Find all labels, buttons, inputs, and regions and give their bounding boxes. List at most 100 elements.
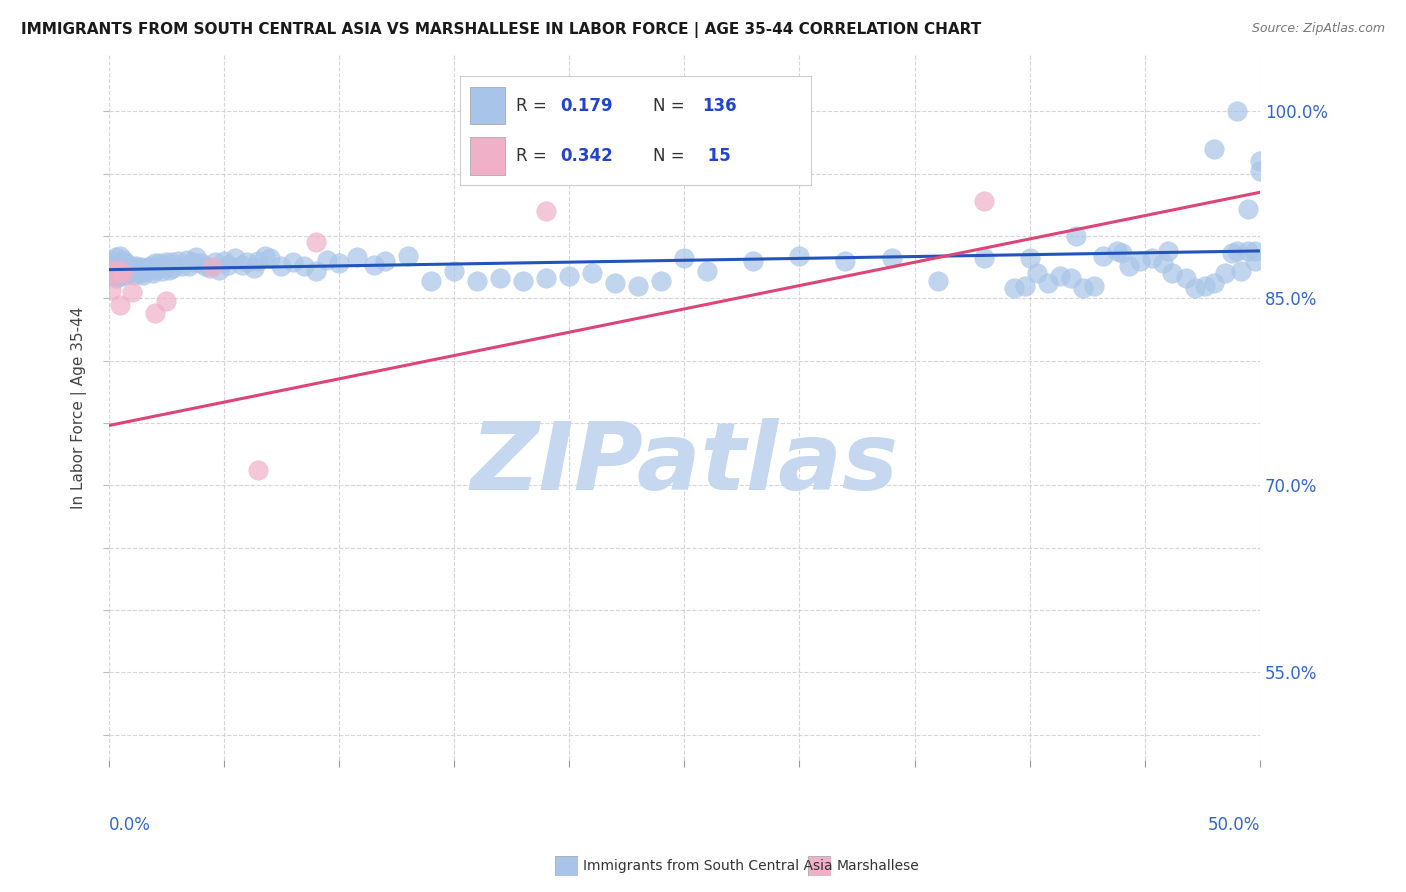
Point <box>121 285 143 299</box>
Point <box>1175 271 1198 285</box>
Point <box>1018 252 1040 266</box>
Point <box>155 293 177 308</box>
Point <box>512 274 534 288</box>
Point <box>166 253 188 268</box>
Point <box>107 270 129 285</box>
Point <box>1140 252 1163 266</box>
Point <box>1049 268 1071 283</box>
Point <box>160 255 183 269</box>
Point <box>534 271 557 285</box>
Point <box>973 252 995 266</box>
Y-axis label: In Labor Force | Age 35-44: In Labor Force | Age 35-44 <box>72 306 87 508</box>
Point <box>1083 278 1105 293</box>
Point <box>115 258 138 272</box>
Point <box>281 255 304 269</box>
Point <box>118 266 141 280</box>
Point <box>1014 278 1036 293</box>
Point <box>148 256 170 270</box>
FancyBboxPatch shape <box>555 856 578 876</box>
Point <box>673 252 696 266</box>
Point <box>1215 266 1237 280</box>
Point <box>135 264 157 278</box>
Point <box>132 268 155 282</box>
Point <box>183 255 205 269</box>
Point <box>143 256 166 270</box>
Point <box>212 253 235 268</box>
Point <box>1184 281 1206 295</box>
Point <box>1226 244 1249 258</box>
Point <box>1226 104 1249 119</box>
Point <box>270 259 292 273</box>
Point <box>129 266 152 280</box>
Point <box>128 262 150 277</box>
Point <box>328 256 350 270</box>
Point <box>194 259 217 273</box>
Point <box>143 262 166 277</box>
Point <box>627 278 650 293</box>
Point <box>122 261 145 276</box>
Point <box>443 264 465 278</box>
Point <box>1111 246 1133 260</box>
Point <box>103 256 125 270</box>
Point <box>100 264 122 278</box>
Point <box>1107 244 1129 258</box>
Point <box>1060 271 1083 285</box>
Point <box>1025 266 1047 280</box>
FancyBboxPatch shape <box>808 856 831 876</box>
Point <box>1194 278 1216 293</box>
Point <box>465 274 488 288</box>
Point <box>581 266 603 280</box>
Point <box>150 264 173 278</box>
Point <box>1157 244 1180 258</box>
Point <box>100 266 122 280</box>
Point <box>534 204 557 219</box>
Point <box>420 790 443 805</box>
Point <box>834 253 856 268</box>
Point <box>742 253 765 268</box>
Point <box>294 259 316 273</box>
Point <box>104 265 127 279</box>
Point <box>172 259 194 273</box>
Point <box>973 194 995 208</box>
Point <box>236 255 259 269</box>
Point <box>139 259 162 273</box>
Point <box>111 259 134 273</box>
Point <box>208 262 231 277</box>
Point <box>104 250 127 264</box>
Point <box>110 297 132 311</box>
Point <box>104 259 127 273</box>
Point <box>1161 266 1184 280</box>
Point <box>374 253 396 268</box>
Point <box>176 252 198 267</box>
Point <box>1237 202 1260 216</box>
Point <box>605 277 627 291</box>
Point <box>396 249 419 263</box>
Point <box>122 268 145 282</box>
Point <box>100 283 122 297</box>
Point <box>107 262 129 277</box>
Point <box>927 274 949 288</box>
Point <box>1129 253 1152 268</box>
Point <box>696 264 718 278</box>
Point <box>1237 244 1260 258</box>
Point <box>247 463 270 477</box>
Point <box>179 259 201 273</box>
Point <box>1249 164 1271 178</box>
Text: 0.0%: 0.0% <box>108 816 150 834</box>
Text: Source: ZipAtlas.com: Source: ZipAtlas.com <box>1251 22 1385 36</box>
Point <box>190 256 212 270</box>
Point <box>103 262 125 277</box>
Text: ZIPatlas: ZIPatlas <box>470 417 898 510</box>
Point <box>136 261 159 276</box>
Point <box>198 261 221 276</box>
Point <box>114 261 136 276</box>
Point <box>129 260 152 274</box>
Text: Marshallese: Marshallese <box>837 859 920 873</box>
Point <box>218 258 240 272</box>
Point <box>100 260 122 274</box>
Point <box>104 271 127 285</box>
Point <box>1002 281 1025 295</box>
Point <box>1152 256 1174 270</box>
Point <box>558 268 581 283</box>
Point <box>153 258 176 272</box>
